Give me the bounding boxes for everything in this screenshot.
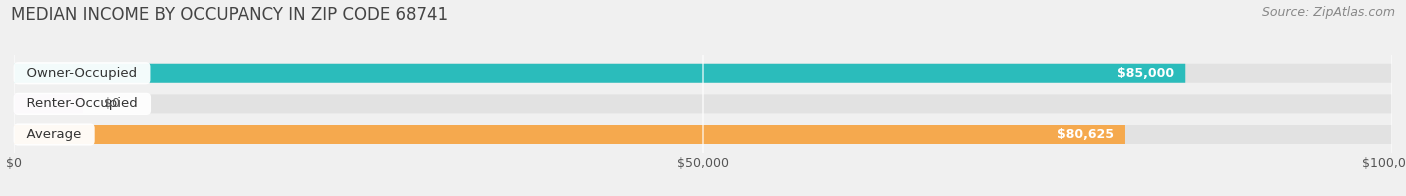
FancyBboxPatch shape <box>14 125 1392 144</box>
FancyBboxPatch shape <box>14 125 1125 144</box>
Text: Owner-Occupied: Owner-Occupied <box>18 67 146 80</box>
Text: $80,625: $80,625 <box>1057 128 1114 141</box>
FancyBboxPatch shape <box>14 64 1185 83</box>
Text: Renter-Occupied: Renter-Occupied <box>18 97 146 110</box>
Text: $0: $0 <box>104 97 120 110</box>
Text: MEDIAN INCOME BY OCCUPANCY IN ZIP CODE 68741: MEDIAN INCOME BY OCCUPANCY IN ZIP CODE 6… <box>11 6 449 24</box>
Text: $85,000: $85,000 <box>1118 67 1174 80</box>
FancyBboxPatch shape <box>14 94 1392 113</box>
FancyBboxPatch shape <box>14 94 83 113</box>
Text: Source: ZipAtlas.com: Source: ZipAtlas.com <box>1261 6 1395 19</box>
Text: Average: Average <box>18 128 90 141</box>
FancyBboxPatch shape <box>14 64 1392 83</box>
